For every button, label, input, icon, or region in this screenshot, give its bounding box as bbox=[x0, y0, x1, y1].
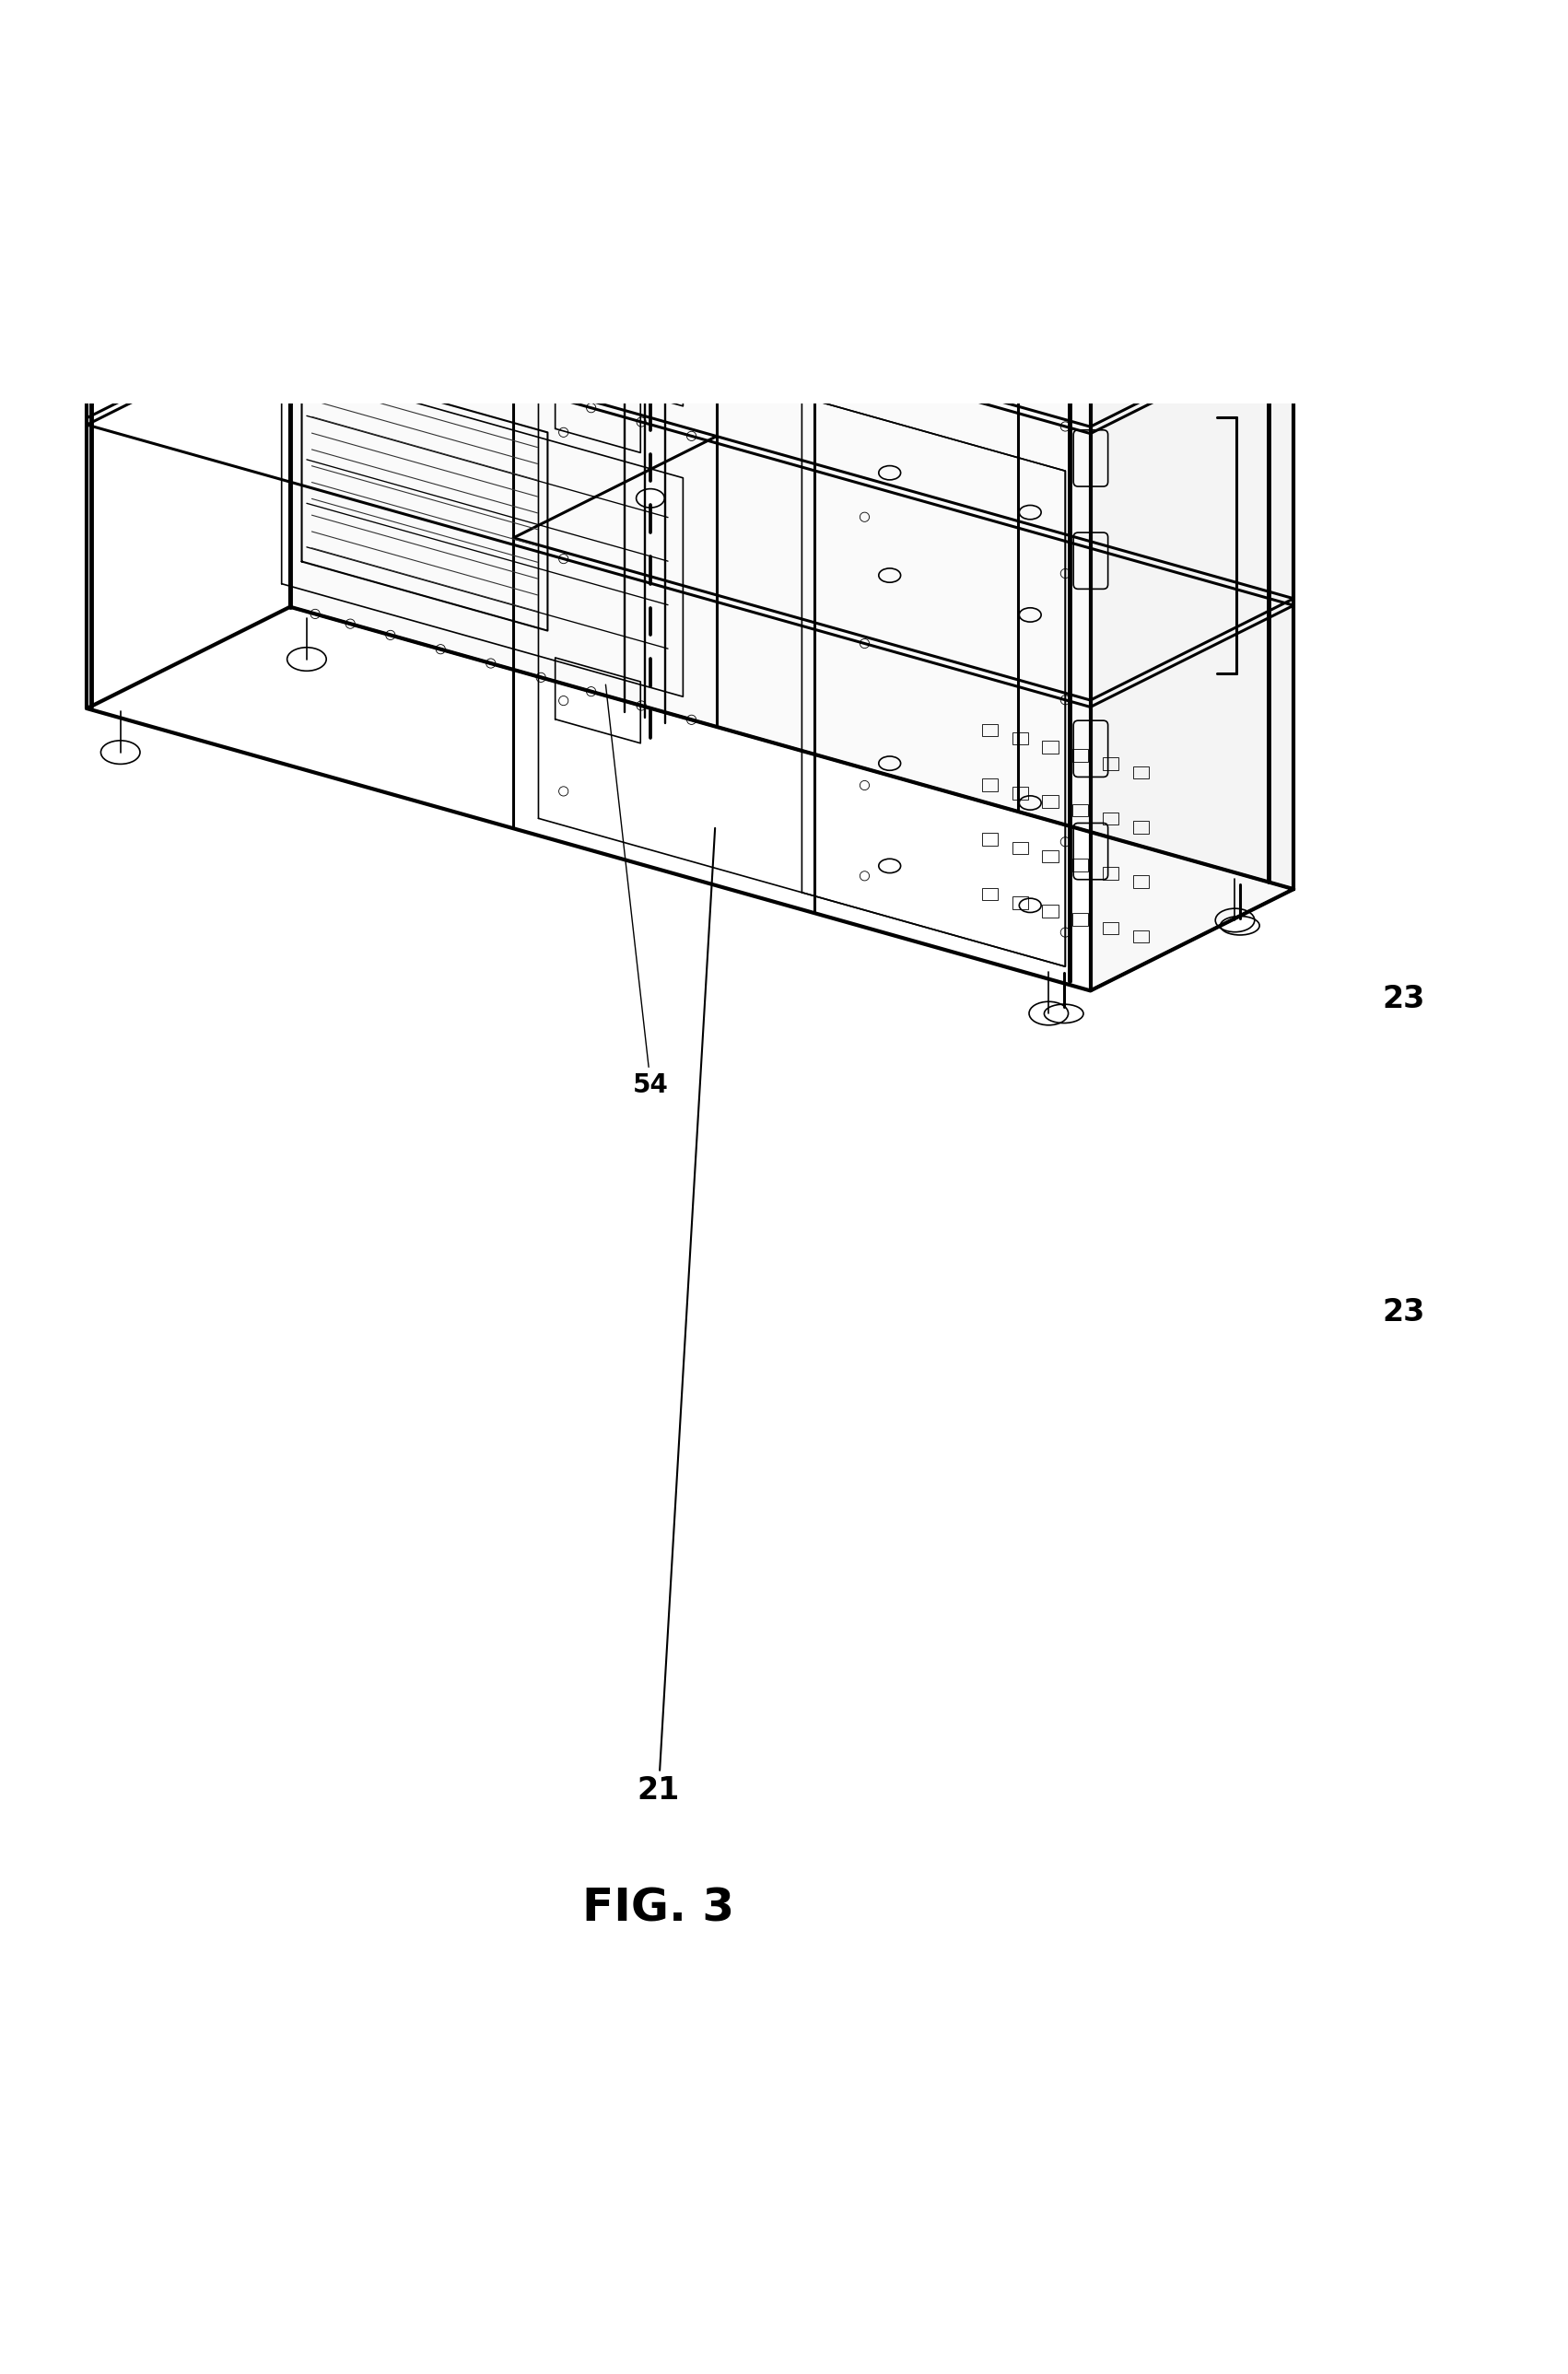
Bar bbox=[1043, 795, 1058, 807]
Bar bbox=[982, 724, 997, 736]
Bar bbox=[1013, 897, 1029, 909]
Bar bbox=[1102, 867, 1118, 878]
Bar bbox=[1102, 921, 1118, 935]
Bar bbox=[1013, 843, 1029, 855]
Bar bbox=[1073, 914, 1088, 926]
Bar bbox=[1043, 741, 1058, 753]
Polygon shape bbox=[1090, 0, 1294, 990]
Bar bbox=[1043, 850, 1058, 862]
Ellipse shape bbox=[637, 489, 665, 508]
Bar bbox=[1013, 731, 1029, 745]
Polygon shape bbox=[290, 0, 1294, 890]
Text: 21: 21 bbox=[637, 829, 715, 1807]
Bar bbox=[1073, 859, 1088, 871]
Bar bbox=[1102, 812, 1118, 824]
Text: 54: 54 bbox=[605, 684, 668, 1099]
Bar bbox=[982, 888, 997, 900]
Bar bbox=[1073, 750, 1088, 762]
Bar bbox=[1043, 904, 1058, 916]
Ellipse shape bbox=[637, 199, 665, 216]
Bar bbox=[1013, 786, 1029, 800]
Bar bbox=[982, 833, 997, 845]
Bar bbox=[1132, 931, 1148, 942]
Bar bbox=[1102, 757, 1118, 769]
Bar bbox=[982, 779, 997, 791]
Text: 23: 23 bbox=[1381, 983, 1425, 1014]
Bar bbox=[1073, 805, 1088, 817]
Bar bbox=[1132, 821, 1148, 833]
Text: FIG. 3: FIG. 3 bbox=[582, 1885, 735, 1930]
Bar bbox=[1132, 876, 1148, 888]
Bar bbox=[1132, 767, 1148, 779]
Text: 23: 23 bbox=[1381, 1296, 1425, 1327]
